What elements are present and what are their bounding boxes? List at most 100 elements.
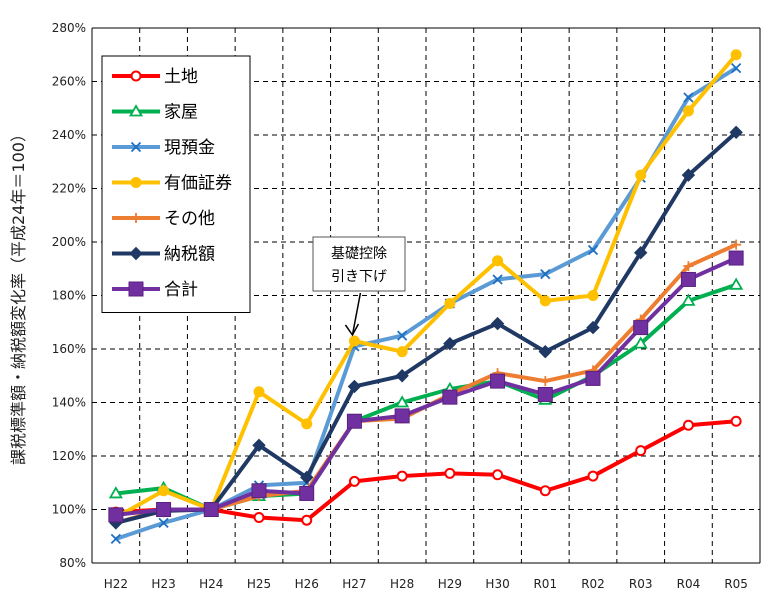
- data-point-marker: [492, 255, 504, 267]
- data-point-marker: [490, 316, 505, 331]
- data-point-marker: [347, 379, 362, 394]
- data-point-marker: [442, 389, 458, 405]
- data-point-marker: [443, 336, 457, 351]
- data-point-marker: [634, 245, 648, 260]
- annotation-line-2: 引き下げ: [331, 269, 387, 285]
- data-point-marker: [131, 213, 141, 223]
- data-point-marker: [300, 470, 314, 485]
- data-point-marker: [729, 125, 743, 140]
- data-point-marker: [537, 386, 553, 402]
- x-tick-label: H26: [295, 577, 319, 591]
- x-tick-label: H23: [151, 577, 175, 591]
- data-point-marker: [635, 169, 647, 181]
- y-tick-label: 220%: [52, 182, 86, 196]
- data-point-marker: [682, 105, 694, 117]
- series-7: [108, 250, 744, 523]
- data-point-marker: [492, 274, 503, 285]
- data-point-marker: [130, 70, 142, 82]
- legend-entry: 家屋: [112, 103, 198, 123]
- data-point-marker: [681, 293, 696, 306]
- data-point-marker: [130, 141, 142, 153]
- series-line: [114, 53, 738, 520]
- x-tick-label: R02: [581, 577, 605, 591]
- data-point-marker: [682, 419, 694, 431]
- annotation-line-1: 基礎控除: [331, 245, 387, 262]
- legend-entry: 有価証券: [112, 174, 232, 194]
- x-tick-label: H29: [438, 577, 462, 591]
- y-tick-label: 180%: [52, 289, 86, 303]
- data-point-marker: [540, 268, 551, 280]
- data-point-marker: [129, 246, 143, 261]
- data-point-marker: [158, 485, 170, 497]
- data-point-marker: [203, 502, 219, 517]
- data-point-marker: [587, 470, 599, 482]
- x-tick-label: R05: [724, 577, 748, 591]
- data-point-marker: [681, 168, 696, 182]
- data-point-marker: [252, 438, 266, 453]
- data-point-marker: [683, 261, 694, 272]
- data-point-marker: [729, 277, 744, 290]
- data-point-marker: [492, 469, 504, 481]
- data-point-marker: [395, 395, 410, 408]
- data-point-marker: [253, 512, 265, 524]
- data-point-marker: [128, 281, 144, 297]
- data-point-marker: [299, 485, 315, 501]
- data-point-marker: [346, 413, 362, 429]
- data-point-marker: [731, 62, 742, 74]
- data-point-marker: [397, 330, 408, 341]
- annotation-arrow: [351, 292, 362, 336]
- data-point-marker: [587, 244, 599, 256]
- data-point-marker: [396, 470, 408, 482]
- data-point-marker: [587, 290, 599, 301]
- x-tick-label: R04: [677, 577, 701, 591]
- data-point-marker: [730, 415, 742, 427]
- x-tick-label: H28: [390, 577, 414, 591]
- legend-entry: 合計: [112, 280, 198, 300]
- data-point-marker: [490, 373, 506, 389]
- series-6: [109, 125, 743, 530]
- data-point-marker: [130, 177, 142, 188]
- data-point-marker: [635, 445, 647, 457]
- data-point-marker: [108, 486, 123, 499]
- y-tick-label: 240%: [52, 128, 86, 142]
- data-point-marker: [633, 320, 649, 336]
- series-line: [115, 419, 737, 523]
- data-point-marker: [540, 376, 551, 387]
- data-point-marker: [156, 502, 172, 517]
- y-tick-label: 260%: [52, 75, 86, 89]
- data-point-marker: [683, 92, 694, 103]
- legend-label: 現預金: [164, 138, 215, 158]
- data-point-marker: [730, 49, 742, 61]
- data-point-marker: [348, 335, 360, 347]
- legend-label: 納税額: [164, 245, 215, 265]
- x-tick-label: H27: [342, 577, 366, 591]
- legend-label: 家屋: [164, 103, 198, 123]
- x-tick-label: R01: [533, 577, 557, 591]
- annotation-box: [312, 236, 406, 292]
- data-point-marker: [396, 346, 408, 358]
- y-tick-label: 80%: [59, 556, 86, 570]
- data-point-marker: [110, 533, 121, 545]
- legend-label: 土地: [164, 67, 198, 87]
- legend-label: 有価証券: [164, 174, 232, 194]
- legend-label: その他: [164, 209, 215, 229]
- data-point-marker: [348, 475, 360, 487]
- y-tick-label: 120%: [52, 449, 86, 463]
- legend-entry: 土地: [112, 67, 198, 87]
- y-tick-label: 200%: [52, 235, 86, 249]
- data-point-marker: [633, 336, 648, 349]
- data-point-marker: [394, 408, 410, 424]
- data-point-marker: [680, 271, 696, 287]
- x-tick-label: H22: [104, 577, 128, 591]
- data-point-marker: [539, 295, 551, 307]
- series-line: [115, 256, 737, 517]
- data-point-marker: [158, 517, 169, 529]
- x-tick-label: H25: [247, 577, 271, 591]
- legend-entry: 現預金: [112, 138, 215, 158]
- y-tick-label: 100%: [52, 503, 86, 517]
- series-layer: [108, 49, 744, 545]
- data-point-marker: [128, 104, 144, 117]
- x-axis-tick-labels: H22 H23 H24 H25 H26 H27 H28 H29 H30 R01 R02 R03 R04 R…: [104, 577, 748, 591]
- data-point-marker: [728, 250, 744, 266]
